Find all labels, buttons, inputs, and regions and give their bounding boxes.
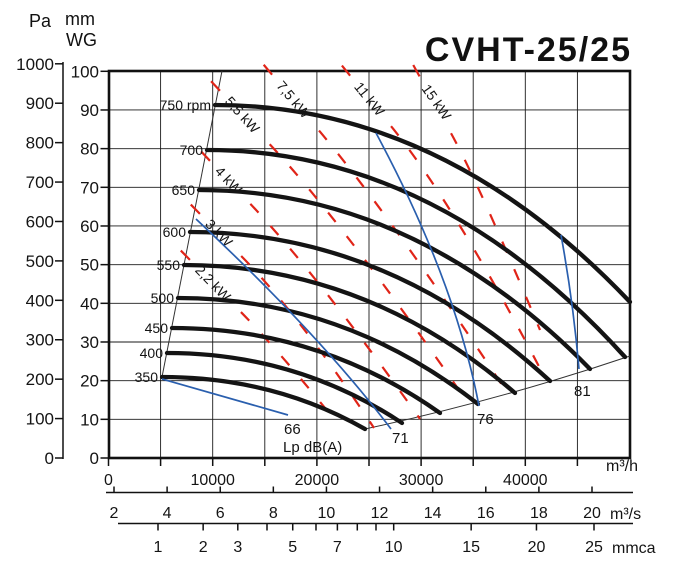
power-line-predash [180, 249, 191, 261]
mmwg-axis-header-wg: WG [66, 30, 97, 50]
pa-axis-header: Pa [29, 11, 52, 31]
pa-axis-tick-label: 500 [26, 252, 54, 271]
pa-axis-tick-label: 100 [26, 410, 54, 429]
m3h-axis-tick-label: 40000 [503, 472, 548, 489]
chart-title: CVHT-25/25 [424, 31, 632, 69]
m3s-axis-tick-label: 12 [371, 505, 389, 522]
rpm-curve-label: 650 [172, 182, 196, 198]
mmwg-axis-tick-label: 100 [71, 62, 99, 81]
rpm-curve-label: 600 [163, 224, 187, 240]
noise-line-66 [161, 378, 289, 416]
pa-axis-tick-label: 700 [26, 173, 54, 192]
noise-line-81 [560, 234, 580, 370]
fan-curves: 350 400 450 500 550 600 650 700 750 rpm [135, 97, 633, 432]
pa-axis-tick-label: 900 [26, 94, 54, 113]
mmca-axis-tick-label: 5 [288, 539, 297, 556]
m3h-axis-tick-label: 20000 [295, 472, 340, 489]
m3s-axis-tick-label: 6 [216, 505, 225, 522]
mmca-axis-tick-label: 20 [528, 539, 546, 556]
rpm-curve-450 [169, 325, 443, 416]
noise-line-76 [375, 132, 480, 407]
rpm-curve-550 [181, 262, 518, 396]
rpm-curve-600 [187, 229, 553, 384]
m3s-axis-tick-label: 4 [163, 505, 172, 522]
mmwg-axis-tick-label: 10 [80, 410, 99, 429]
rpm-curve-400 [164, 350, 405, 426]
rpm-curve-label: 500 [151, 290, 175, 306]
m3s-axis-tick-label: 20 [583, 505, 601, 522]
m3s-axis-tick-label: 18 [530, 505, 548, 522]
mmwg-axis-tick-label: 90 [80, 101, 99, 120]
power-line-label: 5,5 kW [222, 93, 264, 137]
mmca-axis-tick-label: 7 [333, 539, 342, 556]
power-line-predash [190, 203, 201, 215]
rpm-curve-750 [212, 102, 633, 305]
pa-axis-tick-label: 400 [26, 291, 54, 310]
noise-unit-label: Lp dB(A) [283, 439, 342, 456]
m3s-axis-tick-label: 10 [318, 505, 336, 522]
rpm-curve-label: 350 [135, 369, 159, 385]
rpm-curve-650 [196, 187, 593, 372]
m3h-axis-tick-label: 10000 [190, 472, 235, 489]
mmwg-axis-tick-label: 60 [80, 217, 99, 236]
mmca-axis-tick-label: 25 [585, 539, 603, 556]
m3s-axis-tick-label: 14 [424, 505, 442, 522]
rpm-curve-label: 550 [157, 257, 181, 273]
pa-axis-tick-label: 300 [26, 331, 54, 350]
mmca-axis-tick-label: 15 [462, 539, 480, 556]
power-line-predash [210, 80, 221, 92]
axes: 0100200300400500600700800900100001020304… [16, 55, 655, 557]
mmwg-axis-header-mm: mm [65, 9, 95, 29]
power-line-predash [412, 64, 421, 77]
rpm-curve-label: 700 [180, 142, 204, 158]
mmca-axis-unit-label: mmca [612, 540, 656, 557]
rpm-curve-500 [175, 295, 481, 407]
m3h-axis-tick-label: 30000 [399, 472, 444, 489]
power-line [390, 125, 546, 379]
pa-axis-tick-label: 200 [26, 370, 54, 389]
power-line-predash [341, 64, 351, 77]
mmwg-axis-tick-label: 40 [80, 294, 99, 313]
power-line-label: 15 kW [419, 81, 455, 123]
mmwg-axis-tick-label: 50 [80, 256, 99, 275]
mmca-axis-tick-label: 10 [385, 539, 403, 556]
mmwg-axis-tick-label: 20 [80, 372, 99, 391]
mmca-axis-tick-label: 2 [199, 539, 208, 556]
rpm-curve-label: 750 rpm [160, 97, 211, 113]
noise-line-label: 66 [284, 421, 301, 438]
rpm-curve-label: 400 [140, 345, 164, 361]
m3s-axis-tick-label: 8 [269, 505, 278, 522]
power-line [318, 129, 507, 392]
mmwg-axis-tick-label: 30 [80, 333, 99, 352]
power-line-predash [262, 64, 273, 76]
power-line-predash [200, 150, 211, 162]
pa-axis-tick-label: 800 [26, 134, 54, 153]
noise-line-label: 71 [392, 430, 409, 447]
rpm-curve-350 [159, 374, 368, 432]
noise-line-label: 76 [477, 411, 494, 428]
power-line [240, 255, 375, 429]
m3s-axis-tick-label: 2 [110, 505, 119, 522]
m3h-axis-unit-label: m³/h [606, 458, 638, 475]
power-line-label: 11 kW [351, 79, 388, 120]
rpm-curve-label: 450 [145, 320, 169, 336]
m3s-axis-tick-label: 16 [477, 505, 495, 522]
pa-axis-tick-label: 600 [26, 212, 54, 231]
mmca-axis-tick-label: 1 [154, 539, 163, 556]
noise-line-label: 81 [574, 383, 591, 400]
m3s-axis-unit-label: m³/s [610, 506, 641, 523]
m3h-axis-tick-label: 0 [104, 472, 113, 489]
mmwg-axis-tick-label: 80 [80, 140, 99, 159]
pa-axis-tick-label: 0 [45, 449, 54, 468]
power-line [268, 143, 471, 407]
pa-axis-tick-label: 1000 [16, 55, 54, 74]
mmwg-axis-tick-label: 70 [80, 178, 99, 197]
mmca-axis-tick-label: 3 [233, 539, 242, 556]
noise-line-71 [195, 218, 392, 430]
mmwg-axis-tick-label: 0 [90, 449, 99, 468]
